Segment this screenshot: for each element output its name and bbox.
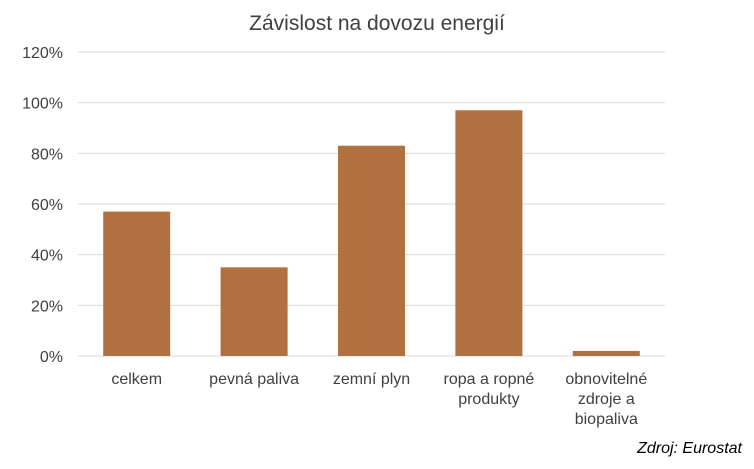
bars <box>103 110 640 357</box>
y-tick-label: 20% <box>31 298 63 315</box>
x-category-label-line: biopaliva <box>575 411 638 428</box>
x-axis-category-labels: celkem pevná paliva zemní plyn ropa a ropné… <box>111 371 647 428</box>
x-category-label-line: pevná paliva <box>209 371 299 388</box>
bar <box>103 211 171 356</box>
chart-title: Závislost na dovozu energií <box>249 12 505 35</box>
bar <box>220 267 288 356</box>
x-category-label-line: produkty <box>458 391 519 408</box>
x-category-label-line: celkem <box>111 371 162 388</box>
bar <box>455 110 523 357</box>
y-axis-tick-labels: 0% 20% 40% 60% 80% 100% 120% <box>22 45 63 366</box>
x-category-label-line: zemní plyn <box>333 371 410 388</box>
y-tick-label: 0% <box>40 349 63 366</box>
source-note: Zdroj: Eurostat <box>637 440 742 457</box>
x-category-label: celkem <box>111 371 162 388</box>
x-category-label: zemní plyn <box>333 371 410 388</box>
y-tick-label: 80% <box>31 146 63 163</box>
y-tick-label: 120% <box>22 45 63 62</box>
x-category-label: obnovitelné zdroje a biopaliva <box>565 371 647 428</box>
bar <box>338 145 405 356</box>
bar <box>572 350 640 356</box>
y-tick-label: 60% <box>31 197 63 214</box>
x-category-label: ropa a ropné produkty <box>444 371 535 408</box>
x-category-label-line: obnovitelné <box>565 371 647 388</box>
x-category-label: pevná paliva <box>209 371 299 388</box>
x-category-label-line: zdroje a <box>578 391 635 408</box>
y-tick-label: 100% <box>22 96 63 113</box>
x-category-label-line: ropa a ropné <box>444 371 535 388</box>
y-tick-label: 40% <box>31 248 63 265</box>
